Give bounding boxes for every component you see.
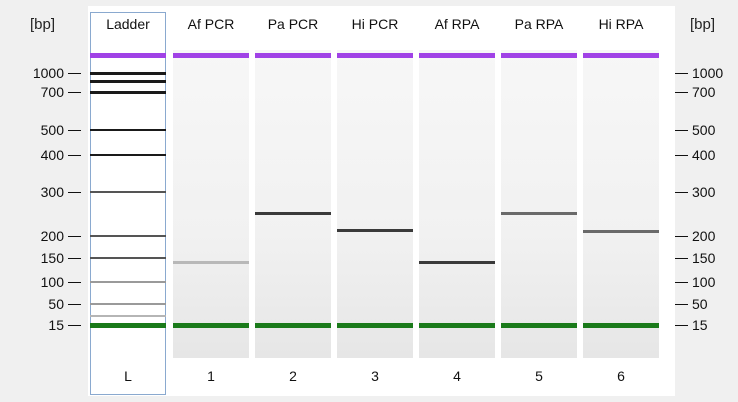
lower-marker-band xyxy=(173,323,249,328)
lane-2[interactable] xyxy=(255,50,331,358)
axis-tick-label: 500 xyxy=(692,122,716,138)
ladder-band xyxy=(90,315,166,317)
axis-tick-label: 150 xyxy=(40,250,64,266)
axis-tick-mark xyxy=(675,304,688,305)
lane-ladder[interactable] xyxy=(90,12,166,395)
upper-marker-band xyxy=(583,53,659,58)
upper-marker-band xyxy=(173,53,249,58)
axis-tick-mark xyxy=(675,130,688,131)
axis-tick-label: 1000 xyxy=(32,65,64,81)
sample-band xyxy=(501,212,577,215)
ladder-band xyxy=(90,154,166,156)
axis-tick-mark xyxy=(675,92,688,93)
lower-marker-band xyxy=(583,323,659,328)
axis-tick-label: 300 xyxy=(692,184,716,200)
axis-tick-mark xyxy=(675,73,688,74)
lane-3[interactable] xyxy=(337,50,413,358)
axis-tick-label: 15 xyxy=(48,317,64,333)
lane-5[interactable] xyxy=(501,50,577,358)
lane-title-2: Pa PCR xyxy=(267,16,319,32)
axis-unit-right: [bp] xyxy=(690,16,716,33)
axis-tick-label: 400 xyxy=(40,147,64,163)
lane-number-1: 1 xyxy=(207,368,215,384)
ladder-band xyxy=(90,303,166,305)
lane-number-2: 2 xyxy=(289,368,297,384)
lower-marker-band xyxy=(419,323,495,328)
lane-1[interactable] xyxy=(173,50,249,358)
axis-tick-mark xyxy=(675,325,688,326)
lane-title-5: Pa RPA xyxy=(514,16,564,32)
sample-band xyxy=(583,230,659,233)
lane-title-4: Af RPA xyxy=(434,16,480,32)
sample-band xyxy=(419,261,495,264)
upper-marker-band xyxy=(419,53,495,58)
upper-marker-band xyxy=(255,53,331,58)
ladder-band xyxy=(90,129,166,131)
axis-tick-mark xyxy=(68,282,81,283)
upper-marker-band xyxy=(90,53,166,58)
lower-marker-band xyxy=(255,323,331,328)
axis-tick-label: 100 xyxy=(692,274,716,290)
axis-tick-mark xyxy=(675,192,688,193)
lane-6[interactable] xyxy=(583,50,659,358)
axis-tick-mark xyxy=(68,155,81,156)
axis-tick-label: 1000 xyxy=(692,65,724,81)
axis-tick-mark xyxy=(68,236,81,237)
ladder-band xyxy=(90,72,166,75)
lane-number-ladder: L xyxy=(124,368,132,384)
lane-number-6: 6 xyxy=(617,368,625,384)
lane-number-3: 3 xyxy=(371,368,379,384)
axis-tick-label: 700 xyxy=(692,84,716,100)
axis-tick-mark xyxy=(68,325,81,326)
axis-tick-mark xyxy=(68,304,81,305)
axis-tick-label: 300 xyxy=(40,184,64,200)
axis-tick-label: 150 xyxy=(692,250,716,266)
lower-marker-band xyxy=(501,323,577,328)
lane-number-4: 4 xyxy=(453,368,461,384)
axis-tick-mark xyxy=(68,130,81,131)
axis-tick-mark xyxy=(68,92,81,93)
sample-band xyxy=(173,261,249,264)
upper-marker-band xyxy=(337,53,413,58)
lower-marker-band xyxy=(337,323,413,328)
axis-tick-label: 100 xyxy=(40,274,64,290)
lower-marker-band xyxy=(90,323,166,328)
ladder-band xyxy=(90,191,166,193)
axis-tick-mark xyxy=(675,258,688,259)
lane-number-5: 5 xyxy=(535,368,543,384)
ladder-band xyxy=(90,91,166,94)
axis-tick-mark xyxy=(68,192,81,193)
axis-tick-label: 700 xyxy=(40,84,64,100)
axis-tick-mark xyxy=(68,73,81,74)
ladder-band xyxy=(90,235,166,237)
lane-4[interactable] xyxy=(419,50,495,358)
ladder-band xyxy=(90,281,166,283)
axis-unit-left: [bp] xyxy=(30,16,56,33)
axis-tick-mark xyxy=(675,236,688,237)
axis-tick-label: 200 xyxy=(40,228,64,244)
ladder-band xyxy=(90,257,166,259)
axis-tick-mark xyxy=(675,155,688,156)
axis-tick-label: 50 xyxy=(692,296,708,312)
axis-tick-label: 15 xyxy=(692,317,708,333)
lane-title-3: Hi PCR xyxy=(351,16,399,32)
axis-tick-label: 200 xyxy=(692,228,716,244)
axis-tick-mark xyxy=(675,282,688,283)
upper-marker-band xyxy=(501,53,577,58)
axis-tick-label: 400 xyxy=(692,147,716,163)
lane-title-ladder: Ladder xyxy=(106,16,150,32)
ladder-band xyxy=(90,80,166,83)
axis-tick-mark xyxy=(68,258,81,259)
axis-tick-label: 500 xyxy=(40,122,64,138)
lane-title-1: Af PCR xyxy=(187,16,235,32)
lane-title-6: Hi RPA xyxy=(598,16,644,32)
sample-band xyxy=(255,212,331,215)
axis-tick-label: 50 xyxy=(48,296,64,312)
sample-band xyxy=(337,229,413,232)
